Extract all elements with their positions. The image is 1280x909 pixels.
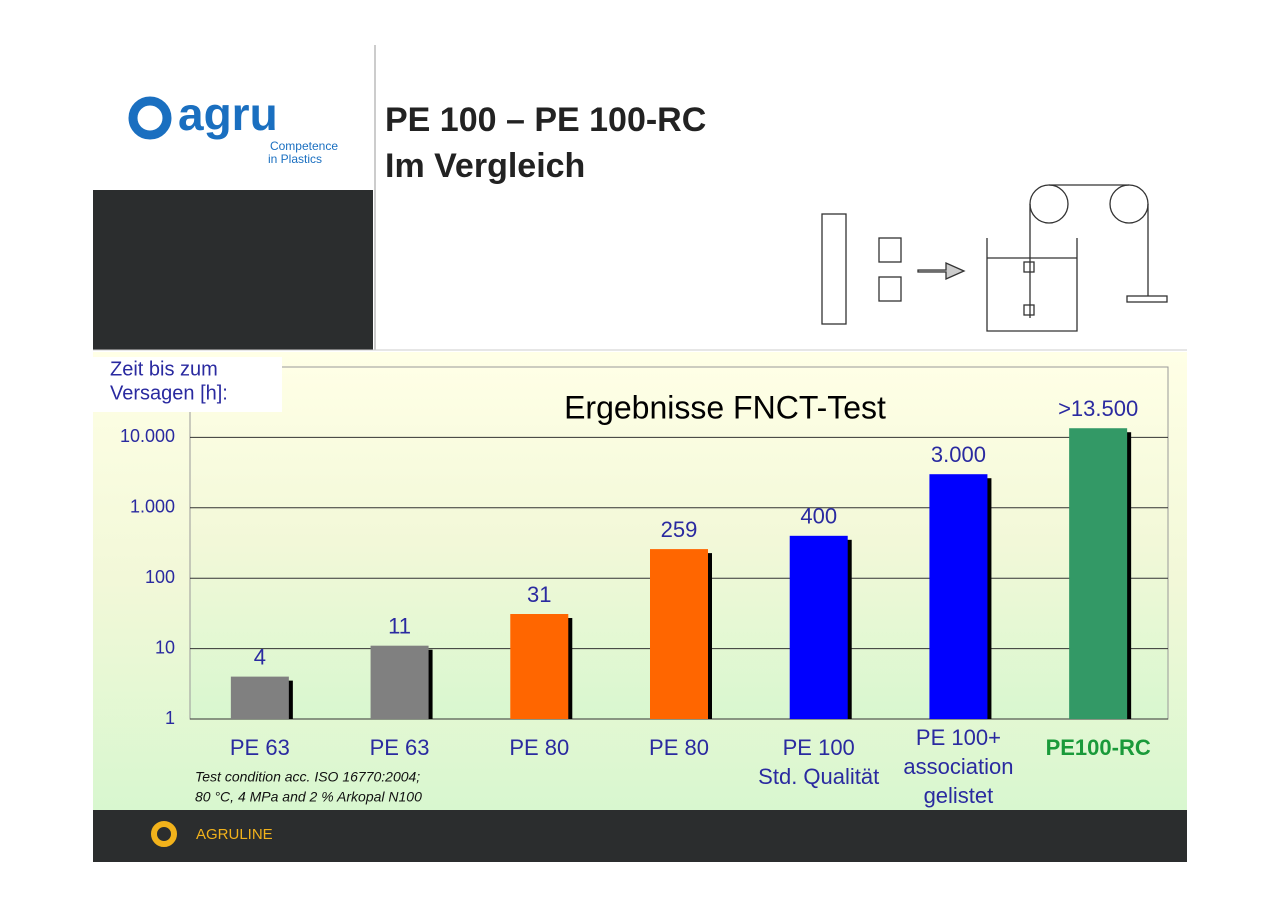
logo-tagline: Competence xyxy=(270,139,338,153)
bar xyxy=(929,474,988,719)
value-label: 4 xyxy=(254,644,266,669)
footer-icon xyxy=(151,821,177,847)
y-tick-label: 10.000 xyxy=(120,426,175,446)
logo-area xyxy=(93,40,373,190)
value-label: 31 xyxy=(527,582,551,607)
value-label: 11 xyxy=(388,613,411,638)
x-tick-label: PE 63 xyxy=(230,735,290,760)
slide-title: Im Vergleich xyxy=(385,147,585,185)
x-tick-label: Std. Qualität xyxy=(758,764,879,789)
value-label: 259 xyxy=(661,517,698,542)
x-tick-label: PE 100+ xyxy=(916,725,1001,750)
x-tick-label: gelistet xyxy=(924,783,994,808)
footer xyxy=(93,810,1187,862)
x-tick-label: PE 80 xyxy=(649,735,709,760)
y-axis-label: Zeit bis zum xyxy=(110,358,218,380)
bar xyxy=(650,549,708,719)
x-tick-label: association xyxy=(903,754,1013,779)
y-tick-label: 100 xyxy=(145,567,175,587)
chart-title: Ergebnisse FNCT-Test xyxy=(564,389,886,425)
x-tick-label: PE 100 xyxy=(783,735,855,760)
bar xyxy=(510,614,569,719)
value-label: >13.500 xyxy=(1058,396,1138,421)
header-block xyxy=(93,190,373,350)
bar xyxy=(789,535,848,719)
y-label-box xyxy=(93,357,282,412)
x-tick-label: PE100-RC xyxy=(1046,735,1151,760)
value-label: 3.000 xyxy=(931,442,986,467)
footer-text: AGRULINE xyxy=(196,826,273,843)
x-tick-label: PE 63 xyxy=(370,735,430,760)
logo-tagline: in Plastics xyxy=(268,152,322,166)
x-tick-label: PE 80 xyxy=(509,735,569,760)
logo-text: agru xyxy=(178,88,278,140)
bar xyxy=(230,676,289,719)
note: Test condition acc. ISO 16770:2004; xyxy=(195,769,420,785)
y-axis-label: Versagen [h]: xyxy=(110,382,228,404)
bar xyxy=(1069,428,1128,719)
test-apparatus xyxy=(821,184,1168,332)
y-tick-label: 1.000 xyxy=(130,497,175,517)
y-tick-label: 10 xyxy=(155,637,175,657)
logo-icon xyxy=(128,96,172,140)
y-tick-label: 1 xyxy=(165,708,175,728)
bar xyxy=(370,645,429,719)
value-label: 400 xyxy=(800,504,837,529)
note: 80 °C, 4 MPa and 2 % Arkopal N100 xyxy=(195,789,422,805)
slide-title: PE 100 – PE 100-RC xyxy=(385,101,706,139)
